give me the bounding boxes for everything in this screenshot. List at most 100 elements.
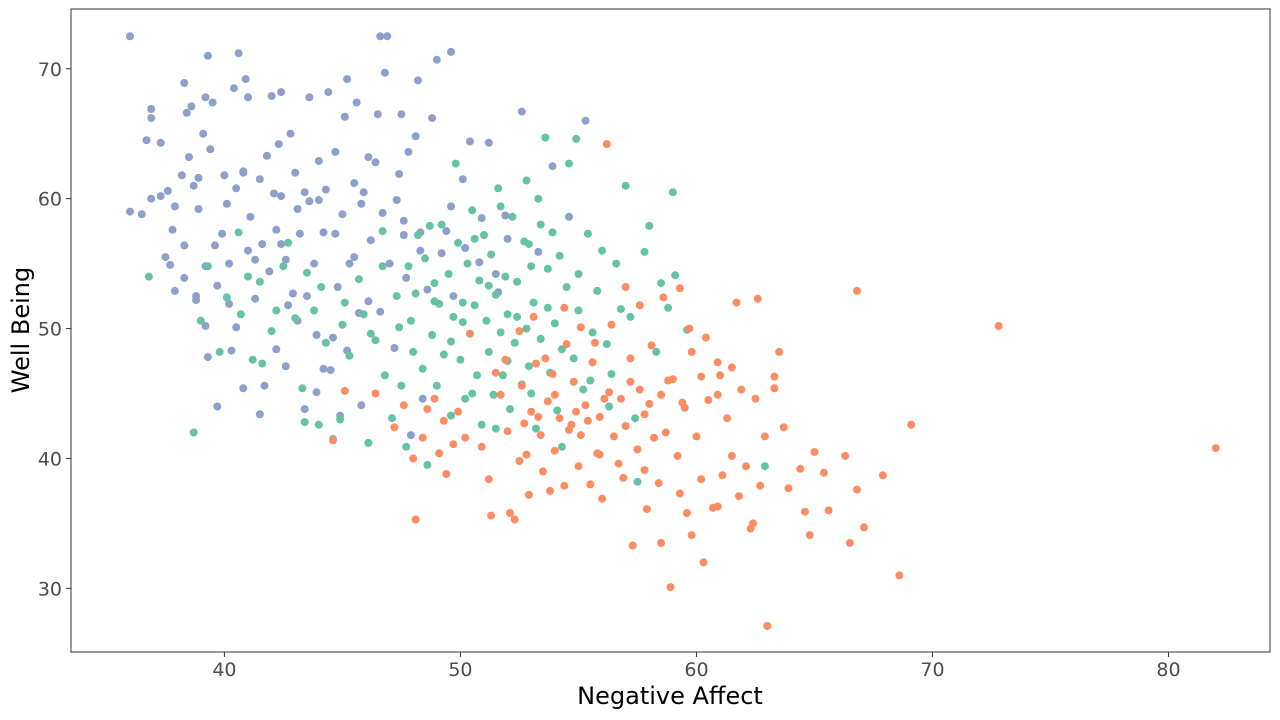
data-point [277, 240, 286, 249]
data-point [628, 541, 637, 550]
data-point [293, 205, 302, 213]
data-point [506, 405, 514, 414]
data-point [439, 350, 448, 359]
data-point [760, 432, 769, 441]
data-point [515, 457, 524, 465]
data-point [522, 176, 531, 185]
data-point [267, 92, 276, 100]
data-point [206, 145, 215, 154]
data-point [428, 331, 437, 339]
data-point [437, 249, 446, 258]
data-point [645, 221, 654, 230]
data-point [312, 331, 321, 339]
data-point [675, 284, 684, 293]
data-point [300, 418, 309, 427]
data-point [543, 264, 552, 273]
data-point [461, 394, 470, 403]
data-point [314, 157, 323, 165]
data-point [895, 571, 904, 580]
data-point [338, 320, 347, 329]
data-point [310, 306, 319, 315]
data-point [416, 246, 425, 255]
data-point [560, 303, 569, 312]
data-point [723, 414, 732, 423]
x-tick-label: 50 [448, 659, 472, 681]
data-point [612, 259, 621, 268]
data-point [810, 448, 819, 456]
data-point [251, 255, 260, 264]
data-point [447, 337, 455, 346]
data-point [534, 194, 543, 203]
data-point [697, 372, 706, 381]
data-point [501, 355, 510, 364]
data-point [331, 229, 340, 238]
data-point [683, 509, 691, 517]
data-point [586, 376, 595, 385]
data-point [340, 298, 349, 307]
data-point [274, 140, 283, 149]
data-point [657, 538, 666, 547]
data-point [215, 347, 224, 356]
data-point [562, 340, 571, 349]
data-point [541, 133, 550, 142]
data-point [550, 390, 559, 399]
data-point [423, 285, 432, 294]
data-point [303, 268, 311, 277]
data-point [180, 79, 189, 87]
data-point [727, 451, 736, 460]
data-point [170, 202, 179, 211]
data-point [701, 333, 710, 342]
data-point [451, 159, 460, 168]
data-point [654, 479, 663, 488]
data-point [336, 415, 345, 424]
data-point [385, 259, 394, 268]
data-point [126, 207, 134, 216]
data-point [461, 244, 470, 252]
data-point [359, 188, 368, 197]
data-point [399, 231, 408, 239]
data-point [522, 450, 531, 459]
data-point [326, 366, 335, 375]
data-point [357, 199, 366, 208]
data-point [539, 467, 547, 476]
data-point [477, 442, 486, 451]
data-point [543, 397, 552, 406]
data-point [536, 431, 545, 440]
data-point [399, 401, 408, 410]
data-point [687, 347, 696, 356]
data-point [581, 116, 590, 125]
data-point [203, 262, 212, 271]
data-point [409, 454, 418, 463]
data-point [156, 138, 165, 147]
data-point [796, 464, 805, 473]
data-point [503, 234, 512, 243]
data-point [853, 485, 861, 494]
data-point [824, 506, 833, 515]
data-point [430, 394, 439, 403]
data-point [675, 489, 684, 498]
data-point [371, 389, 380, 398]
data-point [496, 328, 505, 337]
data-point [376, 307, 385, 316]
data-point [258, 359, 267, 368]
data-point [749, 519, 758, 528]
data-point [475, 276, 484, 285]
data-point [484, 475, 493, 484]
data-point [380, 371, 389, 380]
data-point [616, 305, 625, 314]
data-point [180, 241, 189, 250]
data-point [541, 354, 550, 363]
data-point [543, 303, 552, 312]
data-point [491, 424, 500, 433]
data-point [742, 462, 750, 471]
data-point [390, 423, 399, 432]
data-point [305, 197, 314, 206]
data-point [380, 68, 389, 77]
data-point [565, 212, 573, 221]
data-point [524, 490, 533, 499]
data-point [732, 298, 741, 307]
data-point [444, 270, 453, 278]
data-point [784, 484, 793, 493]
data-point [371, 158, 380, 167]
data-point [586, 480, 595, 489]
